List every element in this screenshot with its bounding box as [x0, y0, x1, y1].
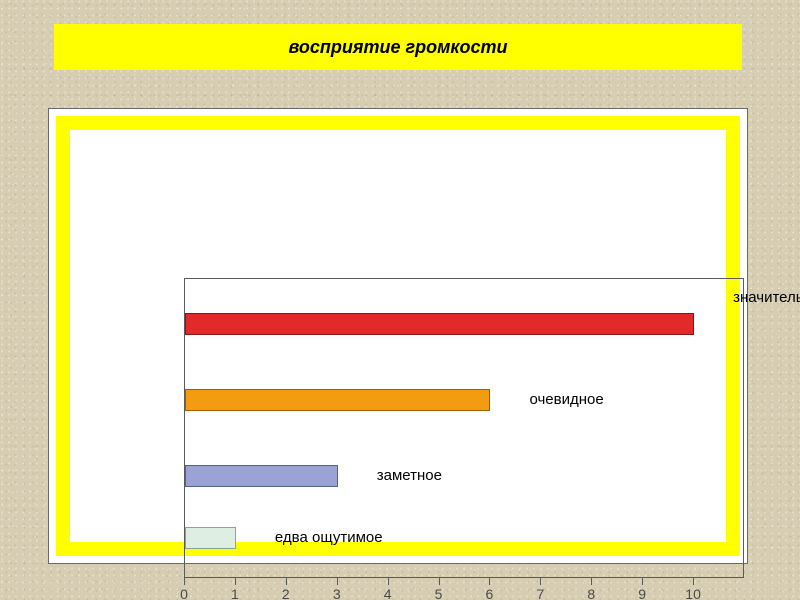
- x-tick: [591, 578, 592, 585]
- bar-label: едва ощутимое: [275, 529, 383, 546]
- x-tick: [489, 578, 490, 585]
- chart-area: 012345678910значительноеочевидноезаметно…: [70, 130, 726, 542]
- x-tick: [337, 578, 338, 585]
- x-tick-label: 4: [376, 586, 400, 600]
- x-tick-label: 3: [325, 586, 349, 600]
- bar-label: значительное: [733, 289, 800, 306]
- x-tick: [642, 578, 643, 585]
- x-tick-label: 2: [274, 586, 298, 600]
- x-tick: [235, 578, 236, 585]
- x-tick-label: 6: [477, 586, 501, 600]
- bar: [185, 527, 236, 549]
- x-tick: [693, 578, 694, 585]
- bar: [185, 313, 694, 335]
- x-tick: [184, 578, 185, 585]
- page-title: восприятие громкости: [288, 37, 507, 58]
- bar: [185, 389, 490, 411]
- x-tick-label: 10: [681, 586, 705, 600]
- bar-label: очевидное: [529, 391, 603, 408]
- bar: [185, 465, 338, 487]
- x-tick: [439, 578, 440, 585]
- x-tick: [388, 578, 389, 585]
- x-tick-label: 0: [172, 586, 196, 600]
- x-tick-label: 1: [223, 586, 247, 600]
- x-tick-label: 8: [579, 586, 603, 600]
- x-tick: [540, 578, 541, 585]
- bar-label: заметное: [377, 467, 442, 484]
- x-tick: [286, 578, 287, 585]
- x-tick-label: 9: [630, 586, 654, 600]
- x-tick-label: 5: [427, 586, 451, 600]
- page-title-box: восприятие громкости: [54, 24, 742, 70]
- canvas: восприятие громкости 012345678910значите…: [0, 0, 800, 600]
- x-tick-label: 7: [528, 586, 552, 600]
